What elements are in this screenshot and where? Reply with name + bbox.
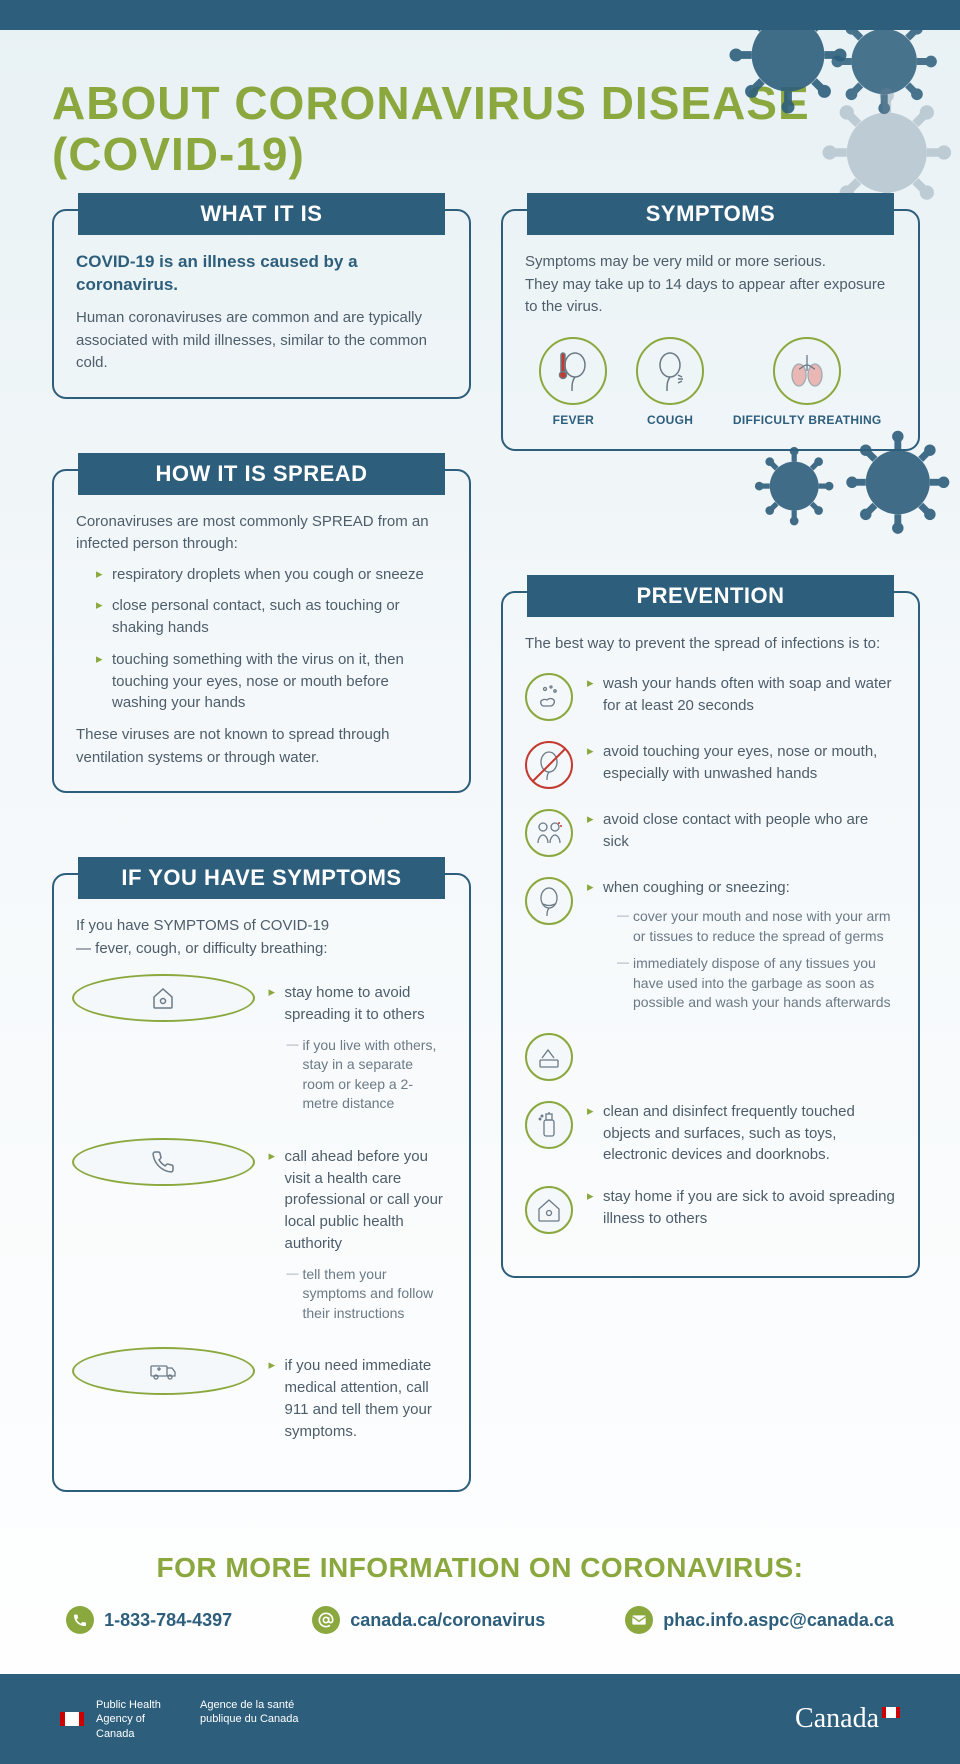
what-lead: COVID-19 is an illness caused by a coron… bbox=[76, 251, 447, 297]
footer-title: FOR MORE INFORMATION ON CORONAVIRUS: bbox=[20, 1552, 940, 1584]
contact-email: phac.info.aspc@canada.ca bbox=[625, 1606, 894, 1634]
symptom-fever: FEVER bbox=[539, 337, 607, 427]
spread-item: touching something with the virus on it,… bbox=[96, 649, 447, 714]
if-symptoms-intro1: If you have SYMPTOMS of COVID-19 bbox=[76, 915, 447, 938]
symptom-action-sub: if you live with others, stay in a separ… bbox=[287, 1036, 448, 1114]
canada-flag-icon bbox=[882, 1707, 900, 1718]
prevention-header: PREVENTION bbox=[527, 575, 894, 617]
breathing-icon bbox=[773, 337, 841, 405]
agency-fr: Agence de la santé publique du Canada bbox=[200, 1698, 310, 1741]
gov-footer-bar: Public Health Agency of Canada Agence de… bbox=[0, 1674, 960, 1764]
spread-card: HOW IT IS SPREAD Coronaviruses are most … bbox=[52, 469, 471, 794]
symptoms-body2: They may take up to 14 days to appear af… bbox=[525, 274, 896, 319]
no-touch-face-icon bbox=[525, 741, 573, 789]
poster-container: ABOUT CORONAVIRUS DISEASE (COVID-19) WHA… bbox=[0, 0, 960, 1764]
contact-phone: 1-833-784-4397 bbox=[66, 1606, 232, 1634]
canada-flag-icon bbox=[60, 1712, 84, 1726]
canada-wordmark: Canada bbox=[795, 1703, 900, 1735]
email-icon bbox=[625, 1606, 653, 1634]
prevention-item: when coughing or sneezing: bbox=[587, 877, 896, 899]
symptoms-body1: Symptoms may be very mild or more seriou… bbox=[525, 251, 896, 274]
phone-icon bbox=[72, 1138, 255, 1186]
columns: WHAT IT IS COVID-19 is an illness caused… bbox=[0, 199, 960, 1522]
prevention-item: avoid close contact with people who are … bbox=[587, 809, 896, 853]
if-symptoms-card: IF YOU HAVE SYMPTOMS If you have SYMPTOM… bbox=[52, 873, 471, 1492]
if-symptoms-intro2: — fever, cough, or difficulty breathing: bbox=[76, 938, 447, 961]
cough-icon bbox=[636, 337, 704, 405]
symptom-action: stay home to avoid spreading it to other… bbox=[269, 982, 448, 1026]
contact-url: canada.ca/coronavirus bbox=[312, 1606, 545, 1634]
prevention-item: wash your hands often with soap and wate… bbox=[587, 673, 896, 717]
top-bar bbox=[0, 0, 960, 30]
avoid-contact-icon bbox=[525, 809, 573, 857]
at-icon bbox=[312, 1606, 340, 1634]
spread-intro: Coronaviruses are most commonly SPREAD f… bbox=[76, 511, 447, 556]
what-header: WHAT IT IS bbox=[78, 193, 445, 235]
prevention-item: avoid touching your eyes, nose or mouth,… bbox=[587, 741, 896, 785]
symptom-action-sub: tell them your symptoms and follow their… bbox=[287, 1265, 448, 1324]
agency-en: Public Health Agency of Canada bbox=[96, 1698, 186, 1741]
spread-item: close personal contact, such as touching… bbox=[96, 595, 447, 639]
url-text: canada.ca/coronavirus bbox=[350, 1610, 545, 1631]
fever-icon bbox=[539, 337, 607, 405]
gov-agency: Public Health Agency of Canada Agence de… bbox=[60, 1698, 310, 1741]
dispose-tissue-icon bbox=[525, 1033, 573, 1081]
right-column: SYMPTOMS Symptoms may be very mild or mo… bbox=[501, 209, 920, 1278]
spread-outro: These viruses are not known to spread th… bbox=[76, 724, 447, 769]
what-body: Human coronaviruses are common and are t… bbox=[76, 307, 447, 375]
if-symptoms-header: IF YOU HAVE SYMPTOMS bbox=[78, 857, 445, 899]
left-column: WHAT IT IS COVID-19 is an illness caused… bbox=[52, 209, 471, 1492]
disinfect-icon bbox=[525, 1101, 573, 1149]
footer-info: FOR MORE INFORMATION ON CORONAVIRUS: 1-8… bbox=[0, 1522, 960, 1674]
prevention-intro: The best way to prevent the spread of in… bbox=[525, 633, 896, 656]
what-card: WHAT IT IS COVID-19 is an illness caused… bbox=[52, 209, 471, 398]
symptom-cough: COUGH bbox=[636, 337, 704, 427]
wash-hands-icon bbox=[525, 673, 573, 721]
symptom-breathing: DIFFICULTY BREATHING bbox=[733, 337, 882, 427]
phone-icon bbox=[66, 1606, 94, 1634]
prevention-card: PREVENTION The best way to prevent the s… bbox=[501, 591, 920, 1278]
ambulance-icon bbox=[72, 1347, 255, 1395]
spread-item: respiratory droplets when you cough or s… bbox=[96, 564, 447, 586]
home-icon bbox=[72, 974, 255, 1022]
prevention-sub: immediately dispose of any tissues you h… bbox=[617, 954, 896, 1013]
symptom-action: call ahead before you visit a health car… bbox=[269, 1146, 448, 1255]
prevention-sub: cover your mouth and nose with your arm … bbox=[617, 907, 896, 946]
email-text: phac.info.aspc@canada.ca bbox=[663, 1610, 894, 1631]
prevention-item: stay home if you are sick to avoid sprea… bbox=[587, 1186, 896, 1230]
spread-header: HOW IT IS SPREAD bbox=[78, 453, 445, 495]
prevention-item: clean and disinfect frequently touched o… bbox=[587, 1101, 896, 1166]
symptom-action: if you need immediate medical attention,… bbox=[269, 1355, 448, 1442]
cover-cough-icon bbox=[525, 877, 573, 925]
phone-number: 1-833-784-4397 bbox=[104, 1610, 232, 1631]
symptoms-card: SYMPTOMS Symptoms may be very mild or mo… bbox=[501, 209, 920, 451]
page-title: ABOUT CORONAVIRUS DISEASE (COVID-19) bbox=[0, 30, 960, 199]
symptoms-header: SYMPTOMS bbox=[527, 193, 894, 235]
stay-home-icon bbox=[525, 1186, 573, 1234]
